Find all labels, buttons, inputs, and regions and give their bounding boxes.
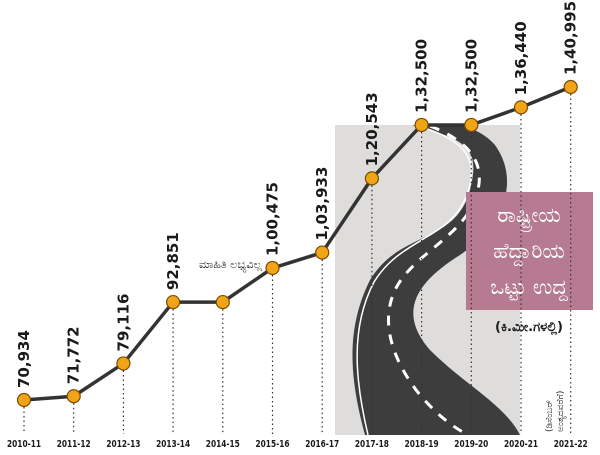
legend-box [466, 192, 593, 310]
value-label-2013-14: 92,851 [164, 232, 182, 290]
x-axis-ticks: 2010-11 2011-12 2012-13 2013-14 2014-15 2015-… [7, 439, 588, 450]
value-label-2010-11: 70,934 [15, 330, 33, 388]
road-edge-line [356, 124, 473, 436]
x-tick-2020-21: 2020-21 [504, 439, 538, 450]
marker-2017-18 [364, 171, 379, 186]
x-tick-2014-15: 2014-15 [206, 439, 240, 450]
marker-2015-16 [265, 260, 280, 276]
legend-title-line-2: ಹೆದ್ದಾರಿಯ [493, 239, 565, 266]
legend-title-line-3: ಒಟ್ಟು ಉದ್ದ [490, 275, 568, 301]
marker-2010-11 [16, 392, 32, 408]
value-label-2011-12: 71,772 [65, 326, 83, 384]
series-polyline [23, 85, 572, 402]
x-tick-2016-17: 2016-17 [305, 439, 339, 450]
note-line-2: ಅಂತ್ಯದವರೆಗೆ) [556, 391, 567, 432]
note-line-1: (ಡಿಸೆಂಬರ್ [545, 400, 555, 432]
marker-2020-21 [513, 100, 529, 115]
marker-2021-22 [563, 79, 578, 95]
marker-2014-15 [215, 294, 230, 310]
x-tick-2019-20: 2019-20 [454, 439, 488, 450]
x-tick-2011-12: 2011-12 [57, 439, 91, 450]
marker-2013-14 [166, 294, 181, 310]
value-label-2017-18: 1,20,543 [363, 92, 381, 166]
value-labels: 70,934 71,772 79,116 92,851 1,00,475 1,03,933… [15, 1, 580, 388]
value-label-2019-20: 1,32,500 [462, 39, 480, 113]
x-tick-2018-19: 2018-19 [405, 439, 439, 450]
value-label-2016-17: 1,03,933 [313, 167, 331, 241]
note-2021-22: (ಡಿಸೆಂಬರ್ ಅಂತ್ಯದವರೆಗೆ) [545, 391, 567, 432]
x-tick-2013-14: 2013-14 [156, 439, 190, 450]
marker-2018-19 [414, 117, 429, 133]
unit-label: (ಕಿ.ಮೀ.ಗಳಲ್ಲಿ) [495, 320, 563, 336]
value-label-2020-21: 1,36,440 [512, 21, 530, 95]
legend-title-line-1: ರಾಷ್ಟ್ರೀಯ [497, 203, 560, 231]
guide-lines [23, 94, 572, 434]
x-tick-2012-13: 2012-13 [106, 439, 140, 450]
missing-data-label: ಮಾಹಿತಿ ಲಭ್ಯವಿಲ್ಲ [199, 258, 263, 272]
value-label-2012-13: 79,116 [114, 294, 132, 352]
marker-2012-13 [116, 356, 131, 371]
x-tick-2010-11: 2010-11 [7, 439, 41, 450]
marker-2011-12 [66, 389, 81, 404]
legend: ರಾಷ್ಟ್ರೀಯ ಹೆದ್ದಾರಿಯ ಒಟ್ಟು ಉದ್ದ (ಕಿ.ಮೀ.ಗಳ… [466, 192, 593, 336]
value-label-2015-16: 1,00,475 [264, 182, 282, 256]
series-line [23, 85, 572, 402]
x-tick-2021-22: 2021-22 [554, 439, 588, 450]
x-tick-2015-16: 2015-16 [256, 439, 290, 450]
marker-2016-17 [315, 245, 330, 260]
data-markers [16, 79, 578, 408]
marker-2019-20 [464, 117, 479, 133]
missing-data-text: ಮಾಹಿತಿ ಲಭ್ಯವಿಲ್ಲ [199, 258, 263, 272]
value-label-2021-22: 1,40,995 [562, 1, 580, 75]
x-tick-2017-18: 2017-18 [355, 439, 389, 450]
value-label-2018-19: 1,32,500 [413, 39, 431, 113]
road-center-line [387, 124, 481, 437]
